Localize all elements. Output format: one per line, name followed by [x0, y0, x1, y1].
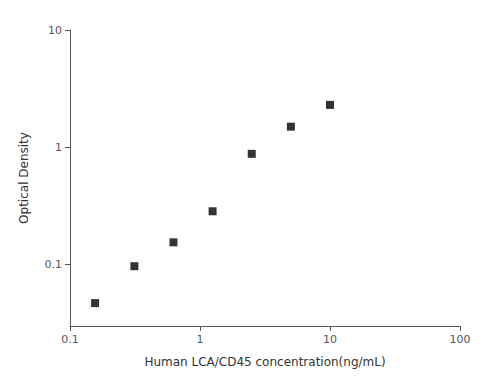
svg-text:Human LCA/CD45 concentration(n: Human LCA/CD45 concentration(ng/mL) — [144, 355, 385, 369]
svg-text:100: 100 — [450, 333, 471, 346]
svg-text:10: 10 — [48, 24, 62, 37]
svg-text:0.1: 0.1 — [61, 333, 79, 346]
svg-text:1: 1 — [197, 333, 204, 346]
svg-text:Optical Density: Optical Density — [17, 132, 31, 224]
svg-text:0.1: 0.1 — [45, 258, 63, 271]
svg-text:1: 1 — [55, 141, 62, 154]
svg-text:10: 10 — [323, 333, 337, 346]
